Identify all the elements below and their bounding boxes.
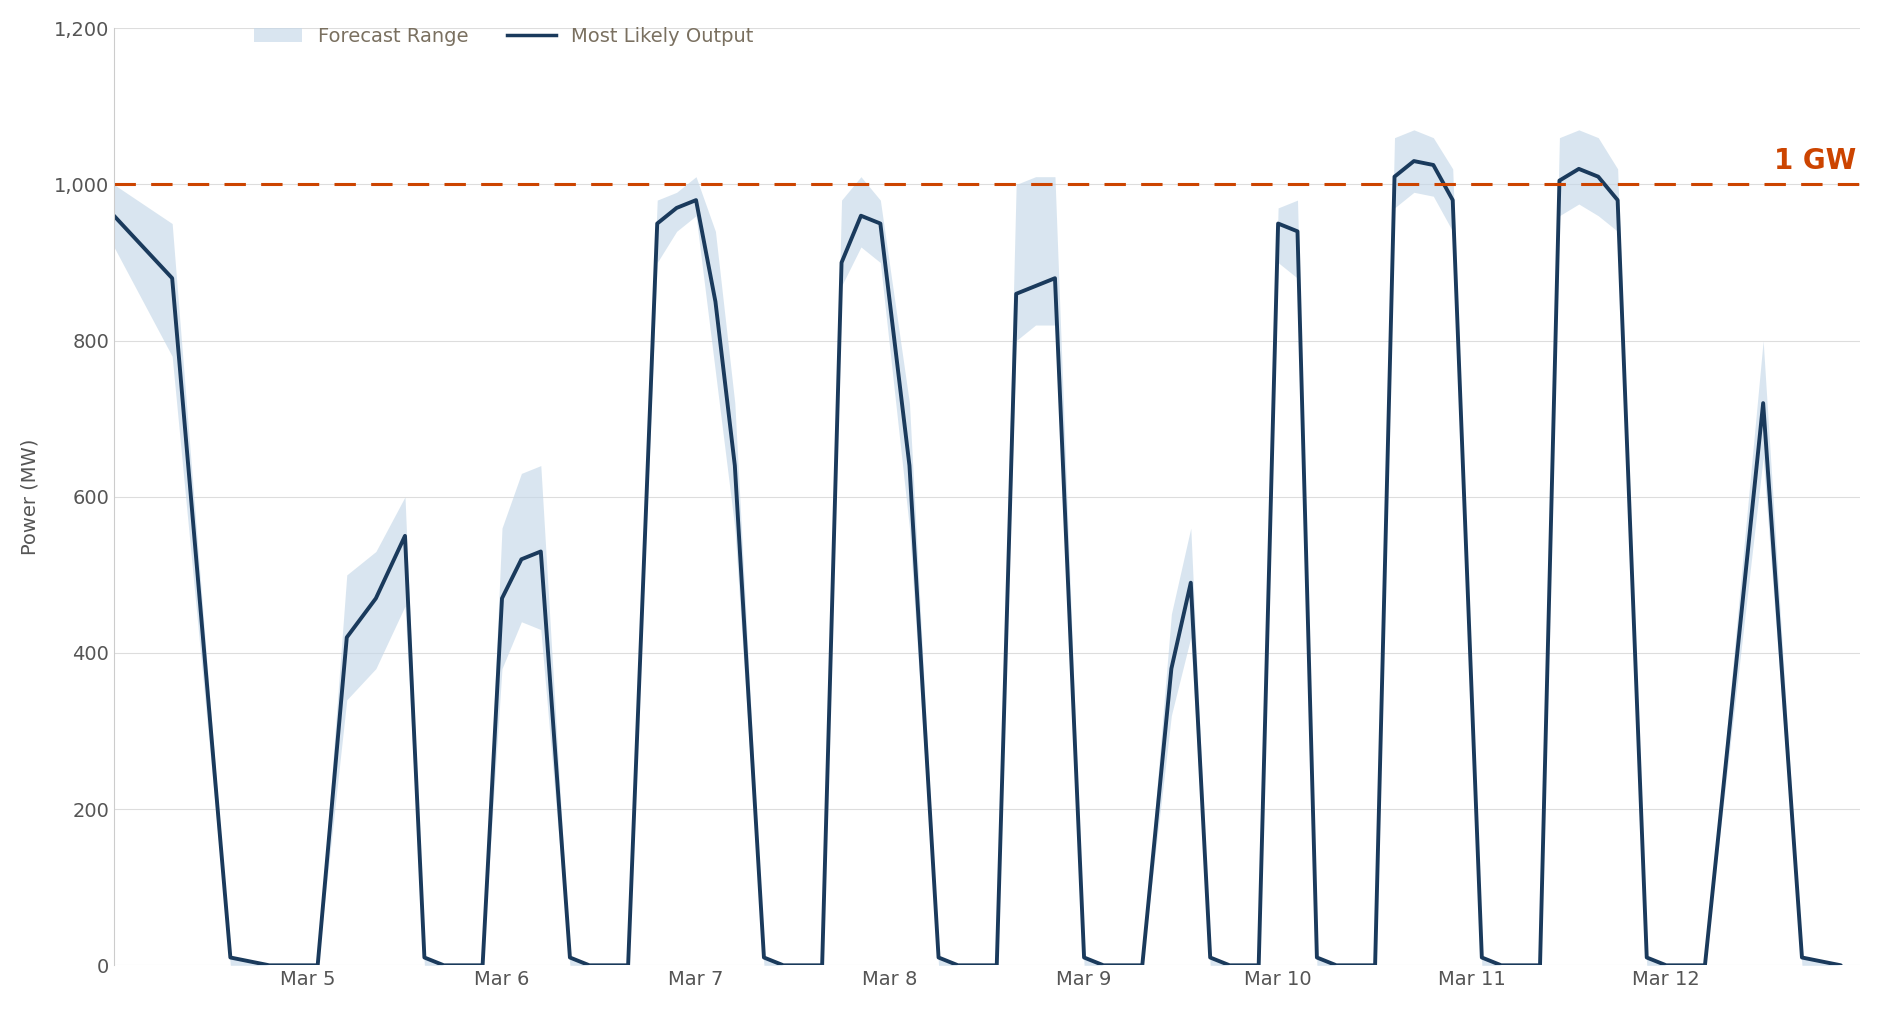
Legend: Forecast Range, Most Likely Output: Forecast Range, Most Likely Output: [246, 19, 761, 54]
Y-axis label: Power (MW): Power (MW): [21, 438, 39, 556]
Text: 1 GW: 1 GW: [1773, 147, 1856, 175]
